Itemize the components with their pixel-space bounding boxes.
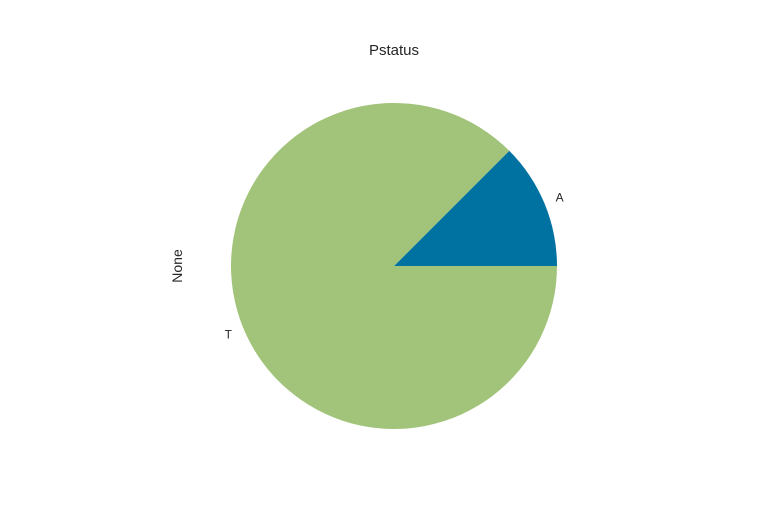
- chart-title: Pstatus: [369, 42, 419, 59]
- slice-label-a: A: [556, 190, 564, 204]
- y-axis-label: None: [169, 249, 185, 283]
- pie-slice-t: [231, 102, 558, 429]
- slice-label-t: T: [225, 328, 233, 342]
- pie-slice-a: [394, 150, 557, 266]
- pie-slices: [231, 102, 558, 429]
- slice-labels: AT: [225, 190, 564, 341]
